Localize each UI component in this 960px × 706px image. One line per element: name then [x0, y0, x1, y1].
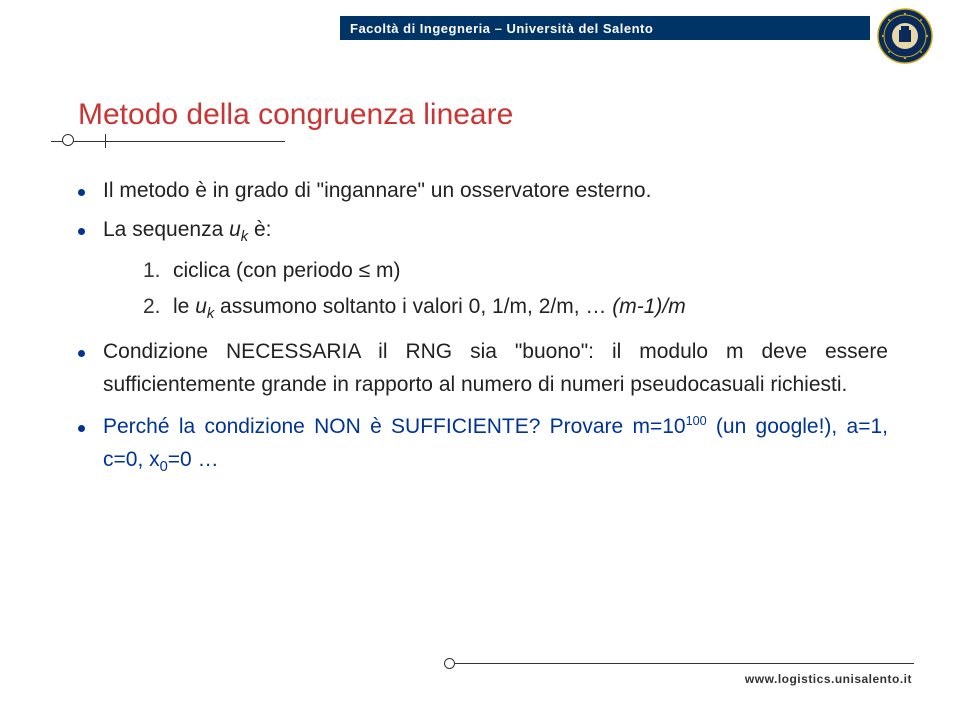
- slide-title: Metodo della congruenza lineare: [78, 98, 513, 132]
- header-bar: Facoltà di Ingegneria – Università del S…: [340, 16, 870, 40]
- footer-line: [449, 663, 914, 664]
- sub-text-1: ciclica (con periodo ≤ m): [173, 255, 888, 288]
- sub-item-2: 2. le uk assumono soltanto i valori 0, 1…: [143, 291, 888, 326]
- bullet-3: Condizione NECESSARIA il RNG sia "buono"…: [78, 336, 888, 401]
- sub-num-1: 1.: [143, 255, 173, 288]
- bullet-4: Perché la condizione NON è SUFFICIENTE? …: [78, 411, 888, 479]
- sub-num-2: 2.: [143, 291, 173, 326]
- university-logo: [877, 8, 933, 64]
- bullet-3-text: Condizione NECESSARIA il RNG sia "buono"…: [103, 336, 888, 401]
- sub-text-2: le uk assumono soltanto i valori 0, 1/m,…: [173, 291, 888, 326]
- bullet-dot-icon: [78, 189, 85, 196]
- bullet-4-text: Perché la condizione NON è SUFFICIENTE? …: [103, 411, 888, 479]
- bullet-dot-icon: [78, 228, 85, 235]
- sub-list: 1. ciclica (con periodo ≤ m) 2. le uk as…: [143, 255, 888, 327]
- bullet-1: Il metodo è in grado di "ingannare" un o…: [78, 175, 888, 208]
- bullet-2: La sequenza uk è:: [78, 214, 888, 249]
- footer-circle: [444, 658, 455, 669]
- footer-url: www.logistics.unisalento.it: [745, 672, 912, 686]
- bullet-dot-icon: [78, 425, 85, 432]
- title-underline: [105, 141, 285, 142]
- bullet-dot-icon: [78, 350, 85, 357]
- title-decor-line: [51, 141, 106, 142]
- sub-item-1: 1. ciclica (con periodo ≤ m): [143, 255, 888, 288]
- bullet-1-text: Il metodo è in grado di "ingannare" un o…: [103, 175, 888, 208]
- header-text: Facoltà di Ingegneria – Università del S…: [350, 21, 653, 36]
- bullet-2-text: La sequenza uk è:: [103, 214, 888, 249]
- content-area: Il metodo è in grado di "ingannare" un o…: [78, 175, 888, 489]
- title-decor-circle: [62, 134, 74, 146]
